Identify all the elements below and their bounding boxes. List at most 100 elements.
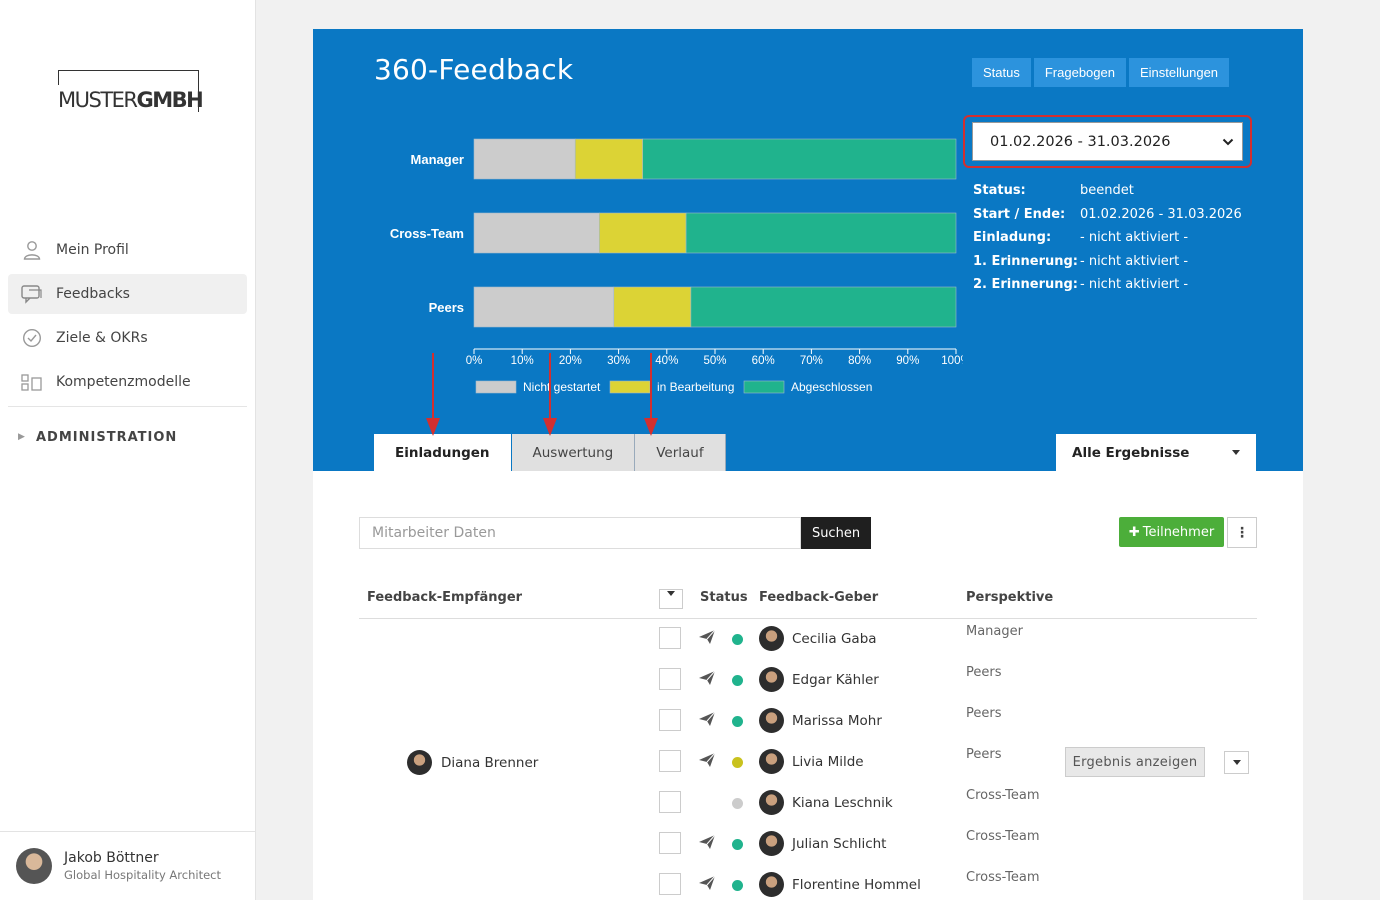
search-input[interactable]: Mitarbeiter Daten xyxy=(359,517,801,549)
perspective-label: Peers xyxy=(966,747,1002,762)
info-row: Einladung: - nicht aktiviert - xyxy=(973,226,1242,250)
x-tick-label: 60% xyxy=(752,355,775,367)
sidebar-item-label: Feedbacks xyxy=(56,286,130,302)
col-giver: Feedback-Geber xyxy=(759,590,879,605)
caret-down-icon xyxy=(667,591,675,596)
sidebar: MUSTERGMBH Mein Profil Feedbacks Ziele &… xyxy=(0,0,256,900)
bar-segment xyxy=(685,212,957,254)
bar-segment xyxy=(690,286,957,328)
giver-name: Marissa Mohr xyxy=(792,713,882,729)
perspective-label: Cross-Team xyxy=(966,829,1040,844)
tab-auswertung[interactable]: Auswertung xyxy=(511,434,636,471)
perspective-label: Cross-Team xyxy=(966,870,1040,885)
blocks-icon xyxy=(8,373,56,391)
info-key: Start / Ende: xyxy=(973,206,1066,222)
info-value: 01.02.2026 - 31.03.2026 xyxy=(1080,206,1242,222)
sidebar-item-label: Mein Profil xyxy=(56,242,129,258)
caret-down-icon xyxy=(1232,450,1240,455)
sidebar-item-kompetenzmodelle[interactable]: Kompetenzmodelle xyxy=(8,362,247,402)
info-value: - nicht aktiviert - xyxy=(1080,253,1189,269)
current-user[interactable]: Jakob Böttner Global Hospitality Archite… xyxy=(0,831,256,900)
bar-segment xyxy=(613,286,692,328)
questionnaire-button[interactable]: Fragebogen xyxy=(1033,58,1126,87)
category-label: Manager xyxy=(411,152,464,167)
bar-segment xyxy=(473,212,600,254)
recipient-cell: Diana Brenner xyxy=(407,750,538,775)
sidebar-item-administration[interactable]: ▶ ADMINISTRATION xyxy=(8,415,247,459)
row-checkbox[interactable] xyxy=(659,873,681,895)
bar-segment xyxy=(473,138,576,180)
legend-label: in Bearbeitung xyxy=(657,380,734,394)
info-key: Einladung: xyxy=(973,230,1052,246)
tab-verlauf[interactable]: Verlauf xyxy=(635,434,726,471)
x-tick-label: 40% xyxy=(655,355,678,367)
avatar xyxy=(759,749,784,774)
sidebar-divider xyxy=(8,406,247,407)
row-checkbox[interactable] xyxy=(659,750,681,772)
bar-segment xyxy=(599,212,687,254)
tab-einladungen[interactable]: Einladungen xyxy=(374,434,512,471)
info-row: Start / Ende: 01.02.2026 - 31.03.2026 xyxy=(973,203,1242,227)
info-key: Status: xyxy=(973,183,1026,199)
search-bar: Mitarbeiter Daten Suchen xyxy=(359,517,871,549)
caret-down-icon xyxy=(1232,760,1241,765)
user-icon xyxy=(8,240,56,260)
add-participant-button[interactable]: ✚ Teilnehmer xyxy=(1119,517,1224,547)
status-dot xyxy=(732,880,743,891)
status-chart: Manager Cross-Team Peers 0% 10% 20% 30% 40% 50% 6… xyxy=(390,138,963,394)
period-value: 01.02.2026 - 31.03.2026 xyxy=(990,133,1171,150)
avatar xyxy=(759,872,784,897)
chat-icon xyxy=(8,284,56,304)
bar-segment xyxy=(473,286,615,328)
row-checkbox[interactable] xyxy=(659,791,681,813)
col-perspective: Perspektive xyxy=(966,590,1054,605)
send-icon xyxy=(698,711,716,731)
user-role: Global Hospitality Architect xyxy=(64,868,221,882)
status-button[interactable]: Status xyxy=(972,58,1031,87)
result-options-dropdown[interactable] xyxy=(1224,751,1249,774)
x-tick-label: 80% xyxy=(848,355,871,367)
results-filter-dropdown[interactable]: Alle Ergebnisse xyxy=(1056,434,1256,471)
giver-name: Kiana Leschnik xyxy=(792,795,893,811)
legend-label: Abgeschlossen xyxy=(791,380,872,394)
status-dot xyxy=(732,839,743,850)
row-checkbox[interactable] xyxy=(659,709,681,731)
settings-button[interactable]: Einstellungen xyxy=(1128,58,1230,87)
search-button[interactable]: Suchen xyxy=(801,517,871,549)
bulk-select-dropdown[interactable] xyxy=(659,589,683,609)
sidebar-item-feedbacks[interactable]: Feedbacks xyxy=(8,274,247,314)
user-name: Jakob Böttner xyxy=(64,850,159,866)
period-select[interactable]: 01.02.2026 - 31.03.2026 xyxy=(972,122,1243,161)
x-tick-label: 20% xyxy=(559,355,582,367)
row-checkbox[interactable] xyxy=(659,668,681,690)
company-logo[interactable]: MUSTERGMBH xyxy=(58,70,204,113)
perspective-label: Peers xyxy=(966,665,1002,680)
category-label: Peers xyxy=(429,300,464,315)
caret-right-icon: ▶ xyxy=(18,432,26,442)
row-checkbox[interactable] xyxy=(659,627,681,649)
info-key: 2. Erinnerung: xyxy=(973,277,1079,293)
avatar xyxy=(759,667,784,692)
send-icon xyxy=(698,834,716,854)
show-result-button[interactable]: Ergebnis anzeigen xyxy=(1065,747,1205,777)
row-checkbox[interactable] xyxy=(659,832,681,854)
avatar xyxy=(16,848,52,884)
sidebar-item-mein-profil[interactable]: Mein Profil xyxy=(8,230,247,270)
giver-name: Livia Milde xyxy=(792,754,864,770)
info-value: - nicht aktiviert - xyxy=(1080,230,1189,246)
info-value: - nicht aktiviert - xyxy=(1080,277,1189,293)
status-dot xyxy=(732,798,743,809)
perspective-label: Cross-Team xyxy=(966,788,1040,803)
header-buttons: Status Fragebogen Einstellungen xyxy=(972,58,1230,87)
send-icon xyxy=(698,752,716,772)
main-panel: 360-Feedback Status Fragebogen Einstellu… xyxy=(313,29,1303,900)
x-tick-label: 30% xyxy=(607,355,630,367)
sidebar-item-ziele-okrs[interactable]: Ziele & OKRs xyxy=(8,318,247,358)
legend-swatch xyxy=(609,380,651,394)
send-icon xyxy=(698,670,716,690)
more-options-button[interactable]: ⋮ xyxy=(1227,517,1257,548)
col-status: Status xyxy=(700,590,748,605)
table-row: Florentine Hommel Cross-Team xyxy=(359,870,1257,900)
x-tick-label: 10% xyxy=(511,355,534,367)
table-row: Cecilia Gaba Manager xyxy=(359,624,1257,668)
